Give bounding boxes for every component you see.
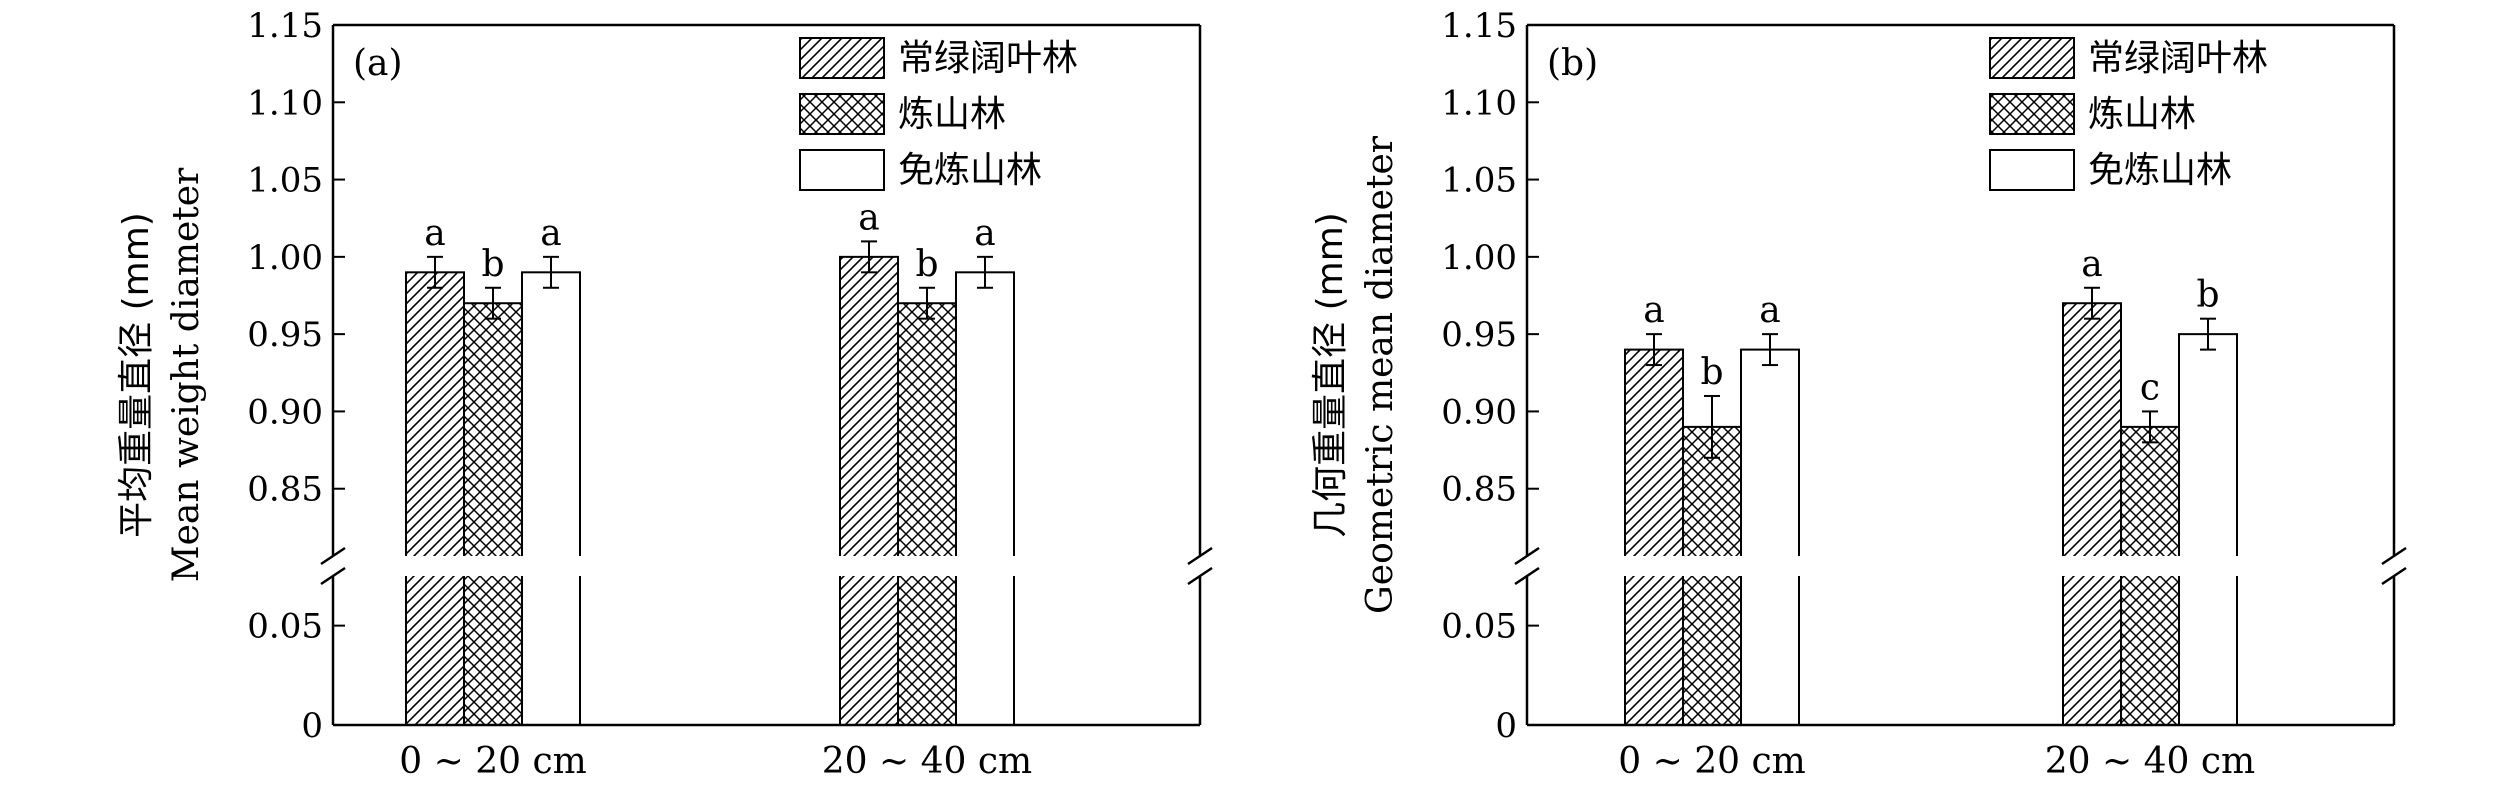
significance-letter: a bbox=[1759, 290, 1780, 331]
y-axis-title-en: Geometric mean diameter bbox=[1360, 135, 1401, 614]
bar bbox=[839, 255, 899, 726]
y-tick-label: 0.85 bbox=[247, 470, 323, 510]
y-axis-title-cn: 几何重量直径 (mm) bbox=[1310, 212, 1351, 538]
bar bbox=[2178, 333, 2238, 726]
significance-letter: b bbox=[481, 244, 504, 285]
y-tick-label: 0.90 bbox=[1441, 392, 1517, 432]
chart-panel-b: aab ca b0.850.900.951.001.051.101.1500.050… bbox=[1310, 6, 2414, 782]
legend-label: 炼山林 bbox=[898, 94, 1006, 135]
significance-letter: a bbox=[424, 213, 445, 254]
legend-swatch bbox=[1989, 149, 2075, 191]
panel-label: (b) bbox=[1547, 43, 1598, 84]
y-tick-label: 0.95 bbox=[1441, 315, 1517, 355]
significance-letter: a bbox=[540, 213, 561, 254]
x-tick-label: 0 ~ 20 cm bbox=[1618, 741, 1806, 782]
significance-letter: b bbox=[915, 244, 938, 285]
y-tick-label: 1.10 bbox=[1441, 83, 1517, 123]
y-tick-label: 0.05 bbox=[1441, 607, 1517, 647]
bar bbox=[2062, 302, 2122, 726]
axis-break-gap bbox=[1507, 556, 2414, 576]
axis-break-mark bbox=[2381, 546, 2407, 566]
axis-break-mark bbox=[2381, 566, 2407, 586]
y-tick-label: 0.90 bbox=[247, 392, 323, 432]
y-tick-label: 0.85 bbox=[1441, 470, 1517, 510]
axis-break-mark bbox=[320, 546, 346, 566]
x-tick-label: 20 ~ 40 cm bbox=[822, 741, 1032, 782]
y-tick-label: 1.00 bbox=[247, 238, 323, 278]
x-tick-label: 0 ~ 20 cm bbox=[399, 741, 587, 782]
bar bbox=[521, 271, 581, 726]
bar bbox=[1624, 348, 1684, 726]
significance-letter: a bbox=[2081, 244, 2102, 285]
y-tick-label: 1.05 bbox=[247, 161, 323, 201]
significance-letter: b bbox=[1700, 352, 1723, 393]
panel-label: (a) bbox=[353, 43, 403, 84]
y-tick-label: 1.15 bbox=[247, 6, 323, 46]
legend-label: 免炼山林 bbox=[898, 150, 1042, 191]
x-tick-label: 20 ~ 40 cm bbox=[2045, 741, 2255, 782]
bar bbox=[1740, 348, 1800, 726]
y-tick-label: 0.95 bbox=[247, 315, 323, 355]
significance-letter: a bbox=[858, 197, 879, 238]
legend-label: 常绿阔叶林 bbox=[898, 38, 1078, 79]
bar bbox=[897, 302, 957, 726]
bar bbox=[405, 271, 465, 726]
axis-break-mark bbox=[1187, 546, 1213, 566]
y-tick-label: 1.00 bbox=[1441, 238, 1517, 278]
legend-swatch bbox=[799, 93, 885, 135]
y-axis-title-cn: 平均重量直径 (mm) bbox=[116, 212, 157, 538]
y-tick-label: 1.05 bbox=[1441, 161, 1517, 201]
legend-swatch bbox=[799, 149, 885, 191]
legend-swatch bbox=[799, 37, 885, 79]
y-tick-label: 1.15 bbox=[1441, 6, 1517, 46]
y-tick-label: 0 bbox=[301, 706, 323, 746]
y-tick-label: 1.10 bbox=[247, 83, 323, 123]
significance-letter: b bbox=[2196, 275, 2219, 316]
y-axis-title-en: Mean weight diameter bbox=[166, 167, 207, 582]
legend-label: 常绿阔叶林 bbox=[2088, 38, 2268, 79]
y-tick-label: 0 bbox=[1495, 706, 1517, 746]
legend-label: 炼山林 bbox=[2088, 94, 2196, 135]
significance-letter: a bbox=[974, 213, 995, 254]
y-tick-label: 0.05 bbox=[247, 607, 323, 647]
legend-swatch bbox=[1989, 37, 2075, 79]
legend-swatch bbox=[1989, 93, 2075, 135]
axis-break-mark bbox=[1514, 566, 1540, 586]
axis-break-mark bbox=[1514, 546, 1540, 566]
significance-letter: a bbox=[1643, 290, 1664, 331]
bar bbox=[463, 302, 523, 726]
axis-break-mark bbox=[1187, 566, 1213, 586]
bar bbox=[955, 271, 1015, 726]
axis-break-gap bbox=[313, 556, 1220, 576]
axis-break-mark bbox=[320, 566, 346, 586]
significance-letter: c bbox=[2140, 367, 2160, 408]
legend-label: 免炼山林 bbox=[2088, 150, 2232, 191]
chart-panel-a: a ab ba a0.850.900.951.001.051.101.1500.050… bbox=[116, 6, 1220, 782]
